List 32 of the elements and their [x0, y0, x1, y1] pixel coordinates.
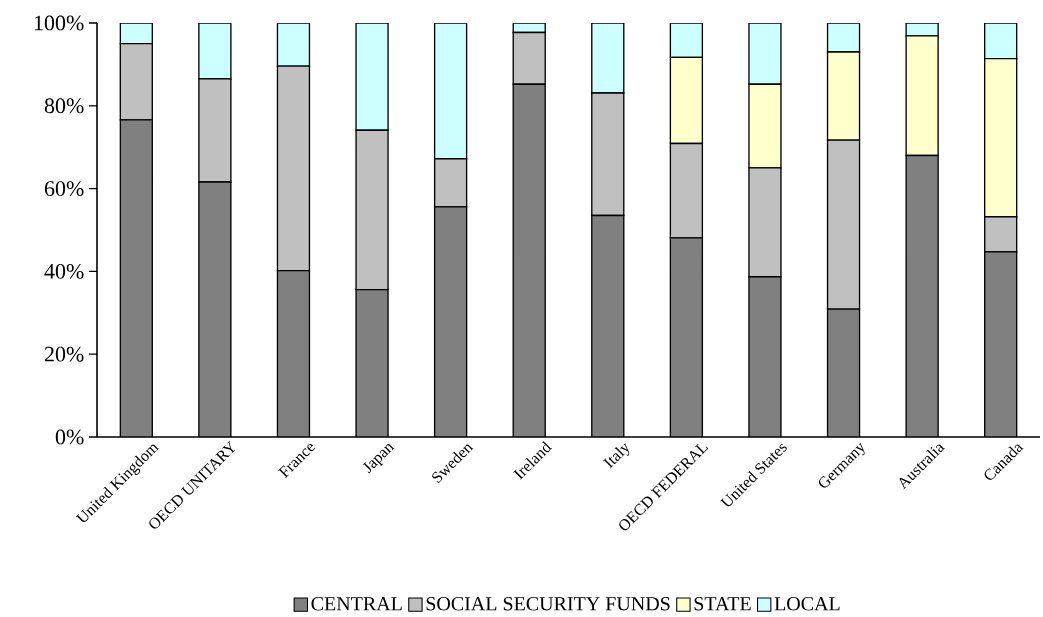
- bar: [120, 119, 153, 437]
- bar: [433, 22, 468, 160]
- bar: [670, 237, 703, 437]
- y-tick-label: 60%: [44, 181, 84, 197]
- bar: [198, 181, 231, 437]
- x-tick-label: Italy: [603, 443, 630, 469]
- legend-label: CENTRAL: [311, 597, 402, 611]
- bar: [984, 251, 1018, 437]
- y-tick-label: 40%: [44, 263, 84, 279]
- legend-label: STATE: [694, 597, 751, 611]
- bar: [826, 22, 861, 53]
- bar: [434, 206, 467, 437]
- bar: [198, 22, 232, 80]
- bar: [277, 270, 310, 437]
- bar: [669, 22, 704, 59]
- bar: [276, 22, 311, 67]
- y-tick-label: 80%: [44, 98, 84, 114]
- legend-label: LOCAL: [774, 597, 840, 611]
- bar: [355, 22, 389, 131]
- bar: [513, 84, 546, 437]
- bar: [827, 309, 860, 437]
- legend-label: SOCIAL SECURITY FUNDS: [426, 597, 670, 611]
- y-tick-label: 100%: [34, 15, 84, 31]
- bar: [591, 22, 625, 94]
- bar: [748, 22, 782, 85]
- bar: [356, 289, 389, 437]
- bar: [984, 22, 1018, 60]
- y-tick-label: 0%: [55, 429, 84, 445]
- bar: [591, 215, 624, 437]
- y-tick-label: 20%: [44, 346, 84, 362]
- bar: [748, 276, 781, 437]
- bar: [906, 155, 939, 437]
